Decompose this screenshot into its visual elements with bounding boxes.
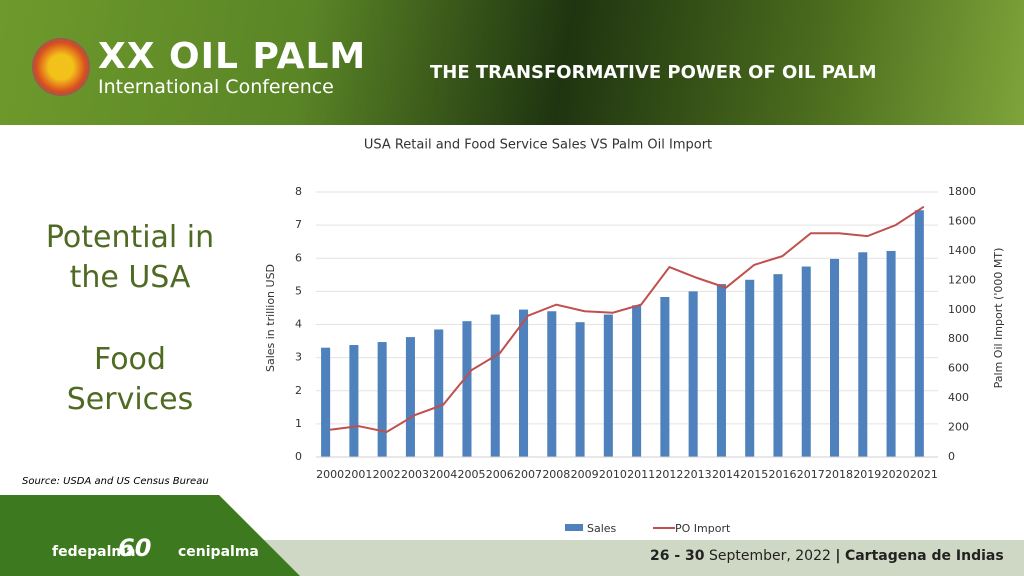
y2-tick-label: 1000 [948, 303, 976, 316]
x-tick-label: 2009 [571, 468, 599, 481]
x-tick-label: 2014 [712, 468, 740, 481]
y2-tick-label: 1200 [948, 273, 976, 286]
bar [518, 309, 529, 457]
bar [321, 347, 331, 457]
bar [773, 274, 783, 457]
y2-tick-label: 1400 [948, 244, 976, 257]
side-heading: Potential in the USA [45, 220, 215, 295]
brand: fedepalma [52, 544, 136, 560]
bar [858, 252, 868, 457]
logo-subtitle: International Conference [98, 76, 334, 98]
chart-title: USA Retail and Food Service Sales VS Pal… [364, 138, 712, 153]
y2-tick-label: 800 [948, 332, 969, 345]
bar [547, 311, 557, 457]
x-tick-label: 2010 [599, 468, 627, 481]
brand: cenipalma [178, 544, 259, 560]
side-subheading: Food Services [66, 342, 194, 417]
bar [462, 321, 472, 457]
bar [829, 258, 840, 457]
bar [745, 279, 755, 457]
x-tick-label: 2018 [825, 468, 853, 481]
y2-tick-label: 0 [948, 450, 955, 463]
bar [490, 314, 500, 457]
event-date: 26 - 30 September, 2022 | Cartagena de I… [650, 548, 1004, 564]
y2-tick-label: 1800 [948, 185, 976, 198]
x-tick-label: 2006 [486, 468, 514, 481]
x-tick-label: 2011 [627, 468, 655, 481]
x-tick-label: 2007 [514, 468, 542, 481]
x-tick-label: 2003 [401, 468, 429, 481]
y-tick-label: 5 [295, 284, 302, 297]
y2-tick-label: 600 [948, 362, 969, 375]
bar [349, 345, 359, 457]
y2-tick-label: 1600 [948, 214, 976, 227]
y2-tick-label: 200 [948, 421, 969, 434]
y-tick-label: 3 [295, 351, 302, 364]
x-tick-label: 2002 [373, 468, 401, 481]
line [330, 205, 925, 434]
logo-title: XX OIL PALM [98, 36, 367, 77]
logo-icon [32, 38, 90, 96]
separator: | [835, 548, 841, 564]
x-tick-label: 2019 [853, 468, 881, 481]
source-note: Source: USDA and US Census Bureau [22, 476, 209, 487]
x-tick-label: 2015 [740, 468, 768, 481]
x-tick-label: 2016 [769, 468, 797, 481]
x-tick-label: 2021 [910, 468, 938, 481]
footer-strip [240, 540, 1024, 576]
header [0, 0, 1024, 125]
y-tick-label: 6 [295, 251, 302, 264]
bar [660, 297, 670, 457]
y-tick-label: 1 [295, 417, 302, 430]
y-tick-label: 8 [295, 185, 302, 198]
x-tick-label: 2020 [882, 468, 910, 481]
x-tick-label: 2012 [655, 468, 683, 481]
y-tick-label: 0 [295, 450, 302, 463]
legend-label: Sales [587, 522, 617, 535]
bar [603, 314, 613, 457]
x-tick-label: 2001 [344, 468, 372, 481]
bar [632, 305, 642, 457]
event-place: Cartagena de Indias [844, 548, 1004, 564]
anniversary: 60 [118, 534, 152, 562]
event-month: September, 2022 [708, 548, 831, 564]
bar [405, 337, 415, 457]
bar [886, 250, 896, 457]
bar [716, 284, 726, 457]
x-tick-label: 2000 [316, 468, 344, 481]
y2-axis-label: Palm Oil Import ('000 MT) [992, 248, 1005, 389]
x-tick-label: 2005 [458, 468, 486, 481]
y-tick-label: 2 [295, 384, 302, 397]
x-tick-label: 2017 [797, 468, 825, 481]
bar [914, 210, 924, 457]
bar [801, 266, 811, 457]
bar [688, 291, 698, 457]
bar [377, 342, 387, 457]
legend-swatch [565, 524, 583, 531]
legend-label: PO Import [675, 522, 731, 535]
x-tick-label: 2004 [429, 468, 457, 481]
y2-tick-label: 400 [948, 391, 969, 404]
y-tick-label: 4 [295, 318, 302, 331]
x-tick-label: 2013 [684, 468, 712, 481]
bar [575, 322, 585, 457]
slogan: THE TRANSFORMATIVE POWER OF OIL PALM [430, 62, 877, 83]
y-axis-label: Sales in trillion USD [264, 264, 277, 372]
x-tick-label: 2008 [542, 468, 570, 481]
event-days: 26 - 30 [650, 548, 705, 564]
y-tick-label: 7 [295, 218, 302, 231]
bar [434, 329, 444, 457]
